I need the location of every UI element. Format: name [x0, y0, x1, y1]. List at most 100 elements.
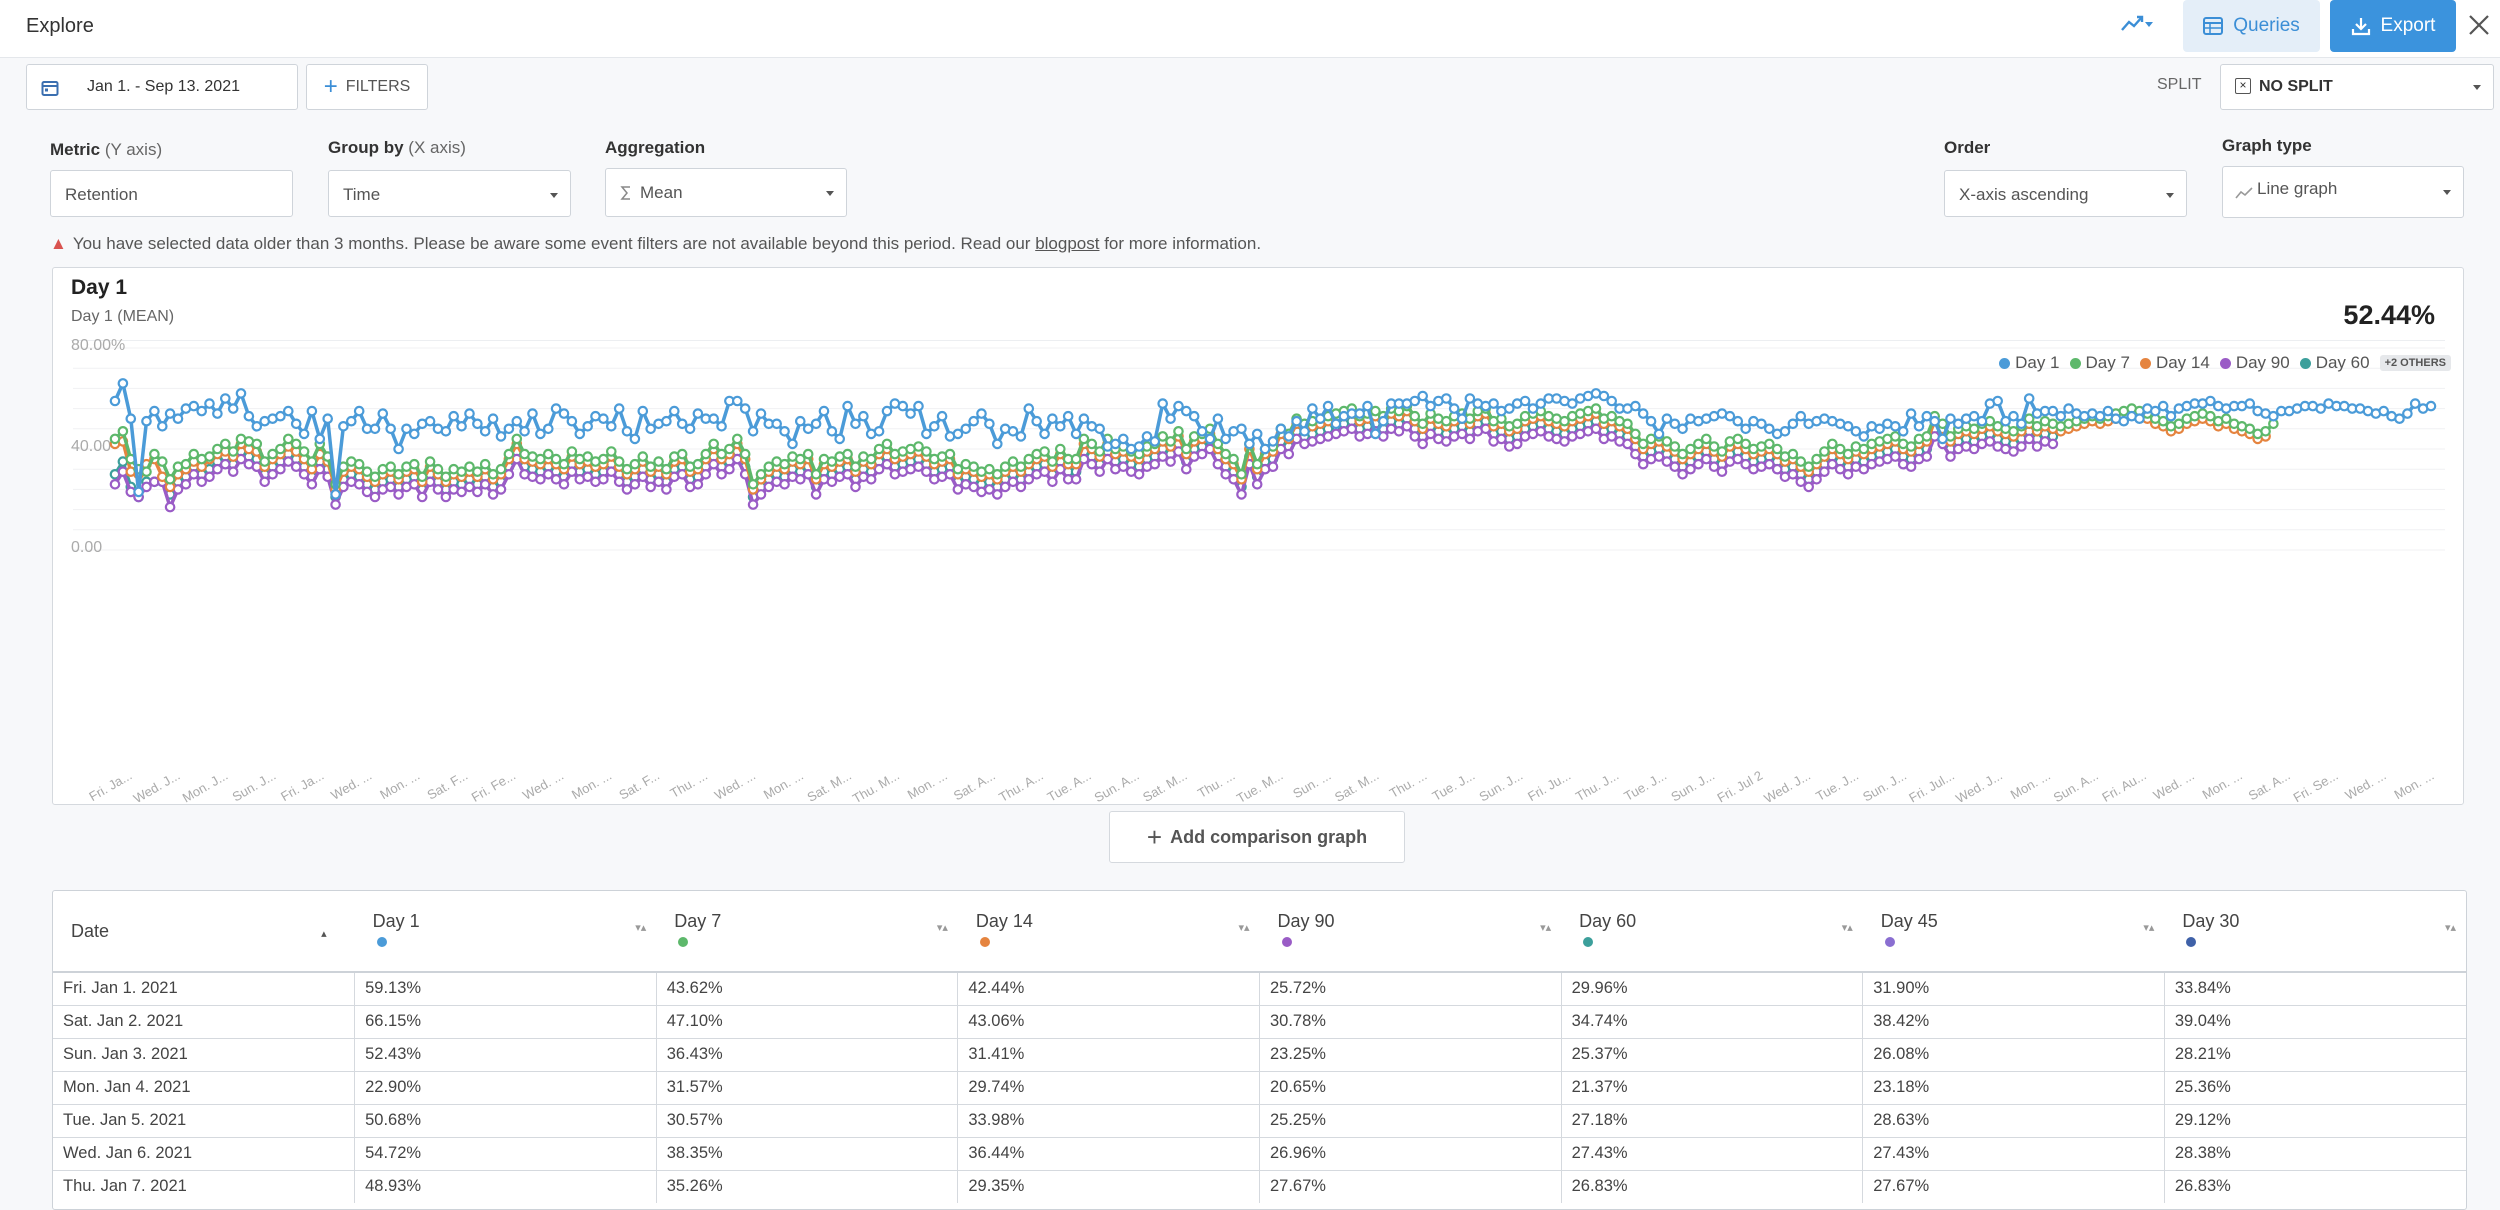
metric-select[interactable]: Retention: [50, 170, 293, 217]
data-point[interactable]: [424, 456, 436, 467]
data-point[interactable]: [881, 438, 893, 450]
data-point[interactable]: [1212, 413, 1224, 424]
data-point[interactable]: [2157, 415, 2169, 427]
data-point[interactable]: [1157, 398, 1168, 409]
data-point[interactable]: [1905, 408, 1917, 419]
data-point[interactable]: [928, 421, 940, 432]
data-point[interactable]: [629, 458, 641, 470]
data-point[interactable]: [739, 403, 751, 414]
data-point[interactable]: [747, 426, 759, 437]
data-point[interactable]: [1370, 405, 1381, 417]
data-point[interactable]: [1236, 423, 1247, 435]
data-point[interactable]: [1496, 433, 1507, 445]
data-point[interactable]: [1015, 461, 1027, 472]
data-point[interactable]: [1527, 403, 1539, 414]
data-point[interactable]: [1157, 451, 1168, 462]
data-point[interactable]: [913, 461, 924, 472]
data-point[interactable]: [858, 410, 869, 422]
data-point[interactable]: [1078, 413, 1090, 424]
data-point[interactable]: [306, 405, 318, 417]
data-point[interactable]: [495, 463, 507, 475]
sort-icon[interactable]: ▾▴: [2143, 922, 2155, 934]
data-point[interactable]: [850, 481, 861, 493]
data-point[interactable]: [1724, 410, 1736, 422]
data-point[interactable]: [2031, 421, 2043, 432]
data-point[interactable]: [1181, 405, 1192, 417]
data-point[interactable]: [1716, 466, 1728, 477]
data-point[interactable]: [1244, 438, 1255, 450]
data-point[interactable]: [865, 474, 877, 485]
data-point[interactable]: [1685, 443, 1696, 455]
data-point[interactable]: [440, 471, 452, 483]
data-point[interactable]: [180, 479, 192, 490]
data-point[interactable]: [251, 421, 263, 432]
data-point[interactable]: [1905, 441, 1917, 452]
data-point[interactable]: [566, 415, 578, 427]
data-point[interactable]: [747, 499, 759, 510]
data-point[interactable]: [408, 428, 420, 440]
data-point[interactable]: [708, 438, 719, 450]
data-point[interactable]: [283, 405, 294, 417]
data-point[interactable]: [1181, 443, 1192, 455]
data-point[interactable]: [440, 426, 452, 437]
data-point[interactable]: [298, 446, 310, 457]
data-point[interactable]: [511, 415, 523, 427]
data-point[interactable]: [582, 471, 593, 483]
data-point[interactable]: [1897, 426, 1909, 437]
data-point[interactable]: [1693, 438, 1704, 450]
data-point[interactable]: [1149, 436, 1161, 447]
data-point[interactable]: [149, 405, 160, 417]
column-header-day-45[interactable]: Day 45 ▾▴: [1862, 891, 2165, 973]
data-point[interactable]: [1630, 400, 1641, 412]
data-point[interactable]: [605, 466, 617, 477]
data-point[interactable]: [2000, 415, 2011, 427]
data-point[interactable]: [275, 463, 286, 475]
data-point[interactable]: [676, 418, 688, 430]
data-point[interactable]: [1764, 458, 1775, 470]
data-point[interactable]: [582, 421, 593, 432]
data-point[interactable]: [2134, 413, 2145, 424]
data-point[interactable]: [1732, 453, 1744, 465]
data-point[interactable]: [472, 418, 483, 430]
data-point[interactable]: [519, 426, 530, 437]
data-point[interactable]: [1417, 438, 1428, 450]
column-header-day-14[interactable]: Day 14 ▾▴: [957, 891, 1260, 973]
data-point[interactable]: [550, 453, 562, 465]
data-point[interactable]: [905, 408, 916, 419]
data-point[interactable]: [873, 426, 885, 437]
data-point[interactable]: [1921, 431, 1933, 442]
data-point[interactable]: [157, 456, 168, 467]
data-point[interactable]: [2008, 426, 2019, 437]
data-point[interactable]: [188, 400, 200, 412]
data-point[interactable]: [1448, 403, 1460, 414]
data-point[interactable]: [842, 448, 853, 460]
data-point[interactable]: [921, 466, 932, 477]
table-row[interactable]: Thu. Jan 7. 2021 48.93% 35.26% 29.35% 27.67%…: [53, 1169, 2466, 1203]
data-point[interactable]: [527, 408, 538, 419]
data-point[interactable]: [1094, 446, 1105, 457]
data-point[interactable]: [1417, 390, 1428, 402]
data-point[interactable]: [1196, 448, 1208, 460]
data-point[interactable]: [283, 433, 294, 445]
table-row[interactable]: Mon. Jan 4. 2021 22.90% 31.57% 29.74% 20.65%…: [53, 1070, 2466, 1104]
data-point[interactable]: [637, 471, 649, 483]
data-point[interactable]: [385, 423, 396, 435]
group-by-select[interactable]: Time: [328, 170, 571, 217]
data-point[interactable]: [794, 415, 806, 427]
data-point[interactable]: [1677, 469, 1688, 480]
data-point[interactable]: [1653, 451, 1665, 462]
data-point[interactable]: [535, 453, 546, 465]
data-point[interactable]: [149, 448, 160, 460]
sort-icon[interactable]: ▾▴: [936, 922, 948, 934]
data-point[interactable]: [220, 393, 231, 404]
data-point[interactable]: [2220, 413, 2232, 424]
data-point[interactable]: [794, 453, 806, 465]
data-point[interactable]: [338, 421, 349, 432]
data-point[interactable]: [1630, 448, 1641, 460]
data-point[interactable]: [172, 413, 184, 424]
data-point[interactable]: [1661, 436, 1673, 447]
data-point[interactable]: [850, 461, 861, 472]
data-point[interactable]: [1039, 466, 1050, 477]
data-point[interactable]: [1330, 418, 1342, 430]
data-point[interactable]: [2173, 418, 2185, 430]
